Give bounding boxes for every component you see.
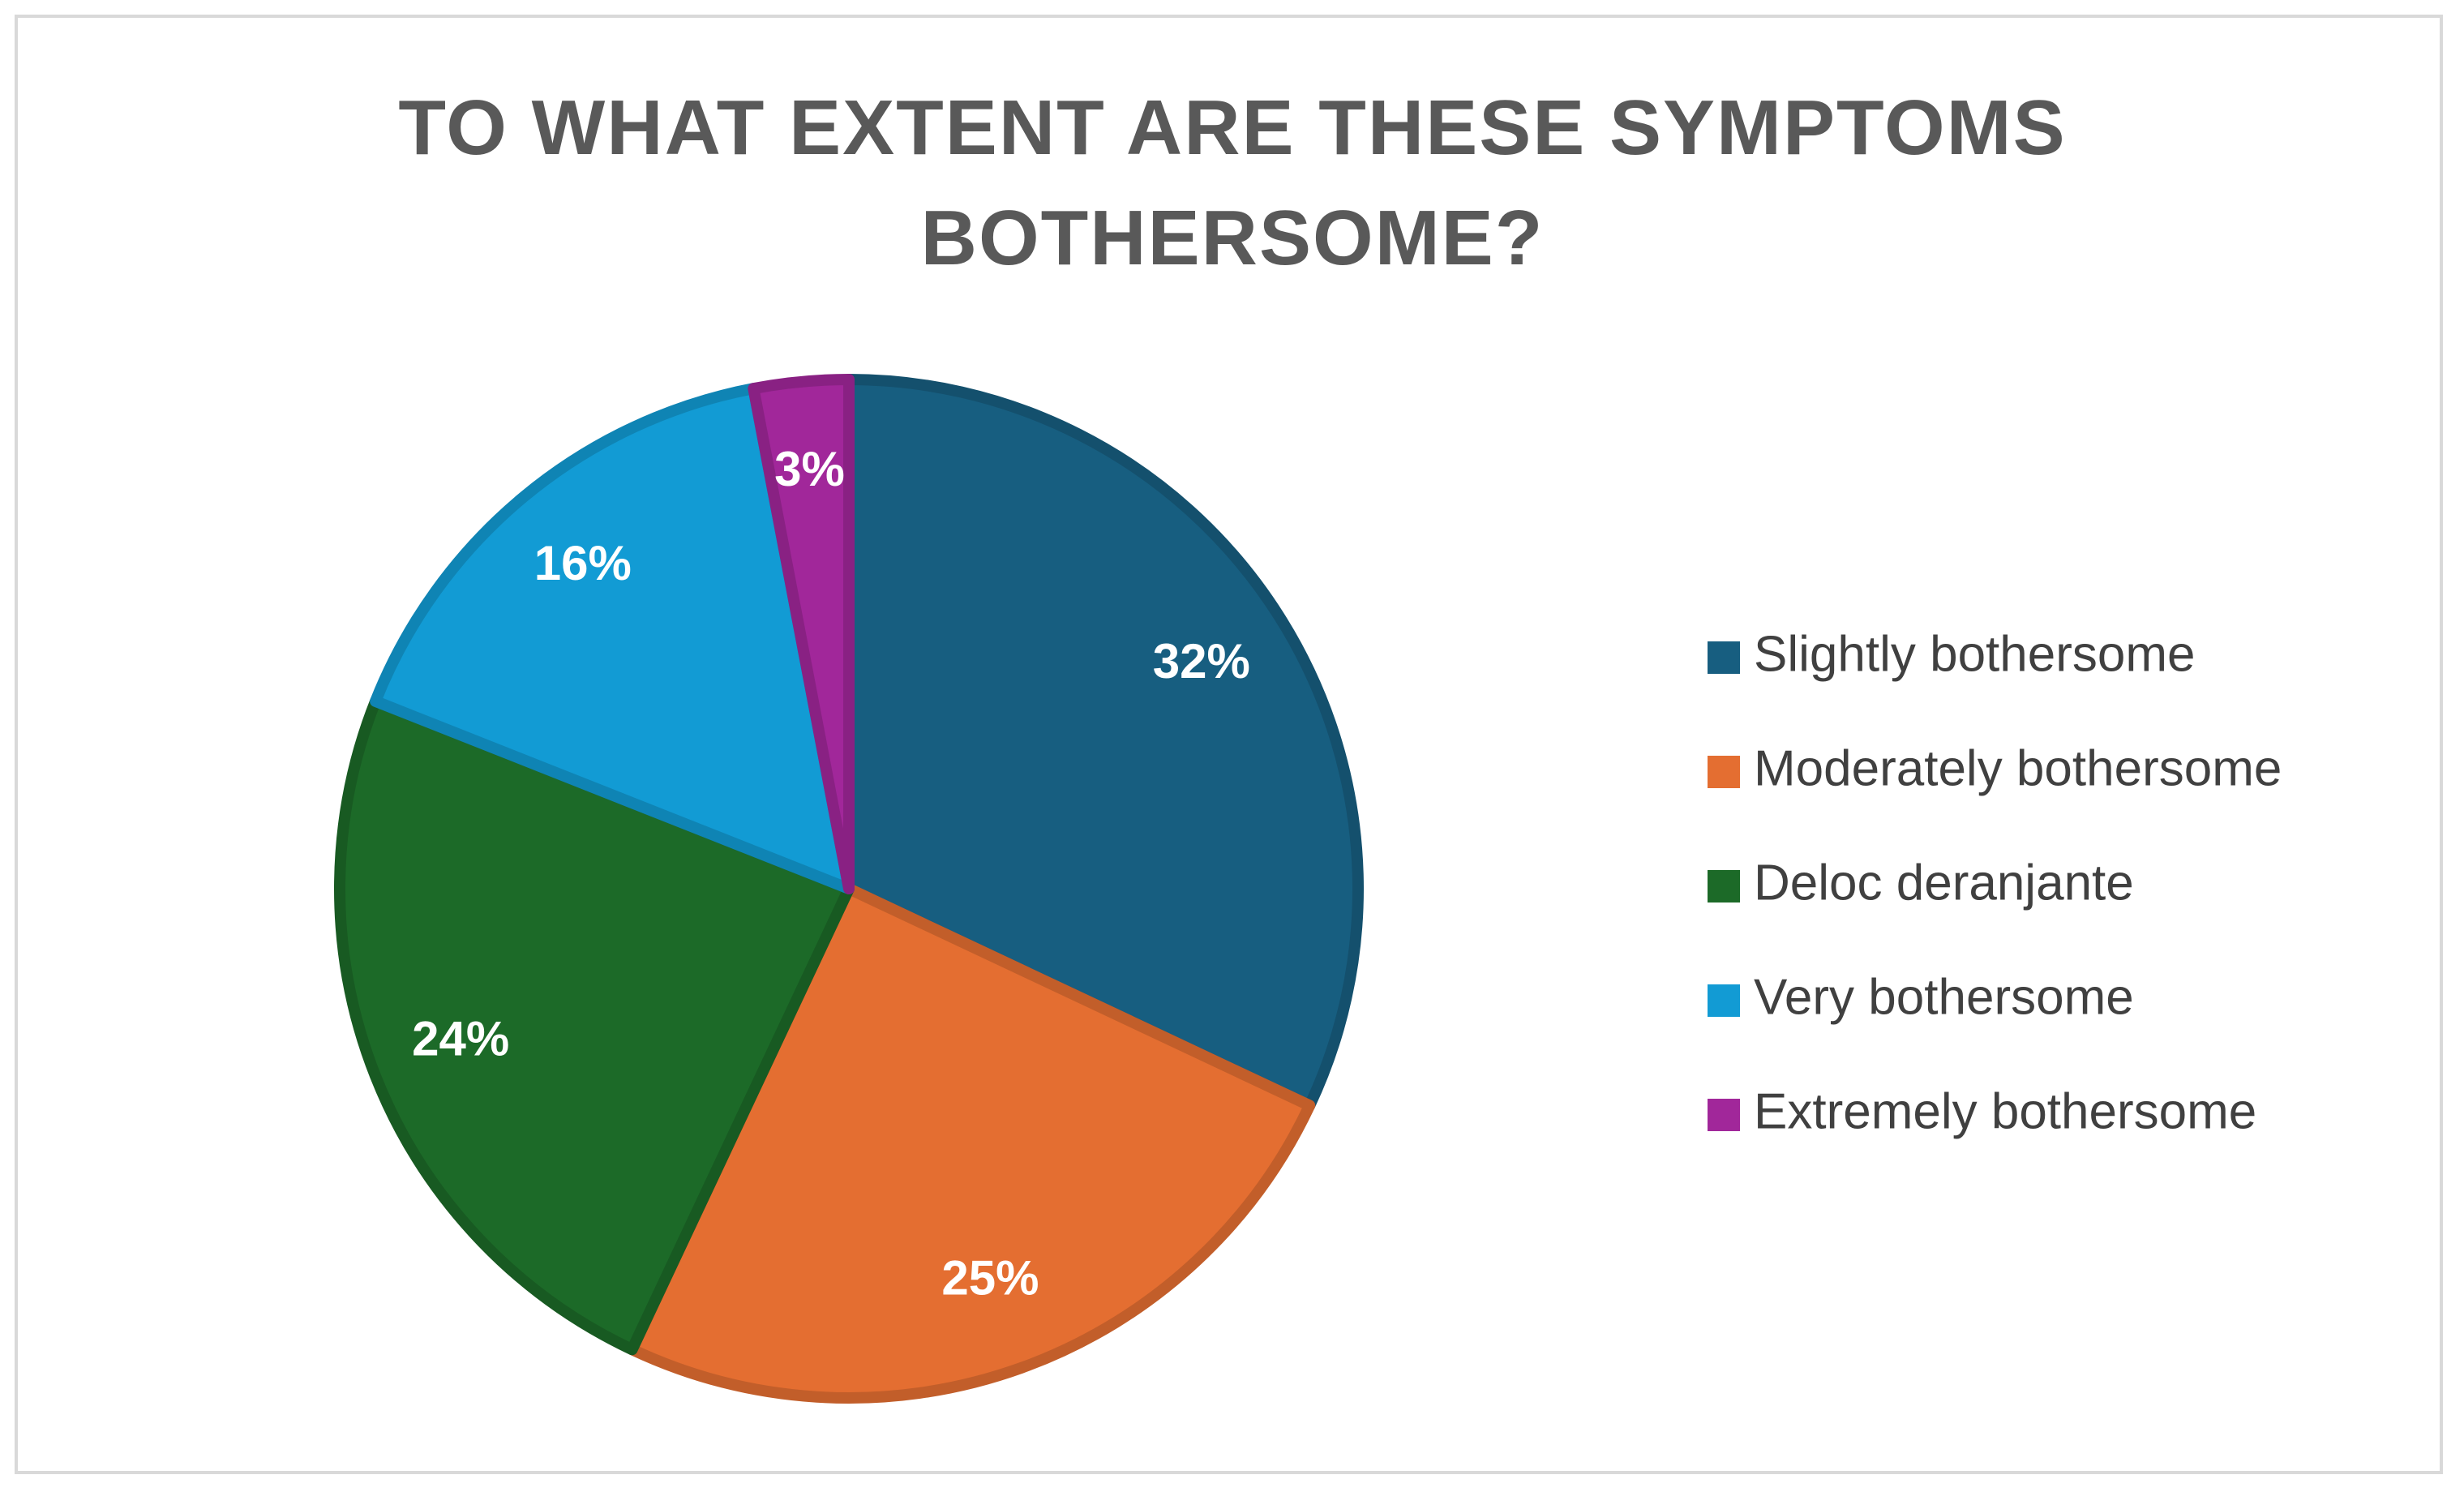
legend-swatch	[1708, 1099, 1740, 1131]
pie-slice	[370, 383, 855, 894]
legend-text: Slightly bothersome	[1754, 626, 2196, 682]
legend-swatch	[1708, 641, 1740, 674]
legend-text: Deloc deranjante	[1754, 855, 2134, 911]
value-label: 25%	[941, 1250, 1039, 1305]
value-label: 32%	[1153, 634, 1250, 688]
legend-swatch	[1708, 870, 1740, 902]
pie-slice	[843, 374, 1364, 1112]
legend-text: Moderately bothersome	[1754, 740, 2282, 796]
legend-text: Extremely bothersome	[1754, 1083, 2256, 1139]
pie-slice	[748, 374, 855, 894]
legend-text: Very bothersome	[1754, 969, 2134, 1025]
legend-swatch	[1708, 756, 1740, 788]
chart-frame	[15, 15, 2443, 1474]
pie-slice	[334, 695, 855, 1356]
value-label: 16%	[534, 536, 632, 590]
legend-swatch	[1708, 984, 1740, 1017]
value-label: 3%	[774, 442, 845, 496]
chart-title: TO WHAT EXTENT ARE THESE SYMPTOMS BOTHER…	[398, 84, 2067, 281]
pie-slice	[626, 883, 1316, 1404]
value-label: 24%	[412, 1011, 509, 1065]
